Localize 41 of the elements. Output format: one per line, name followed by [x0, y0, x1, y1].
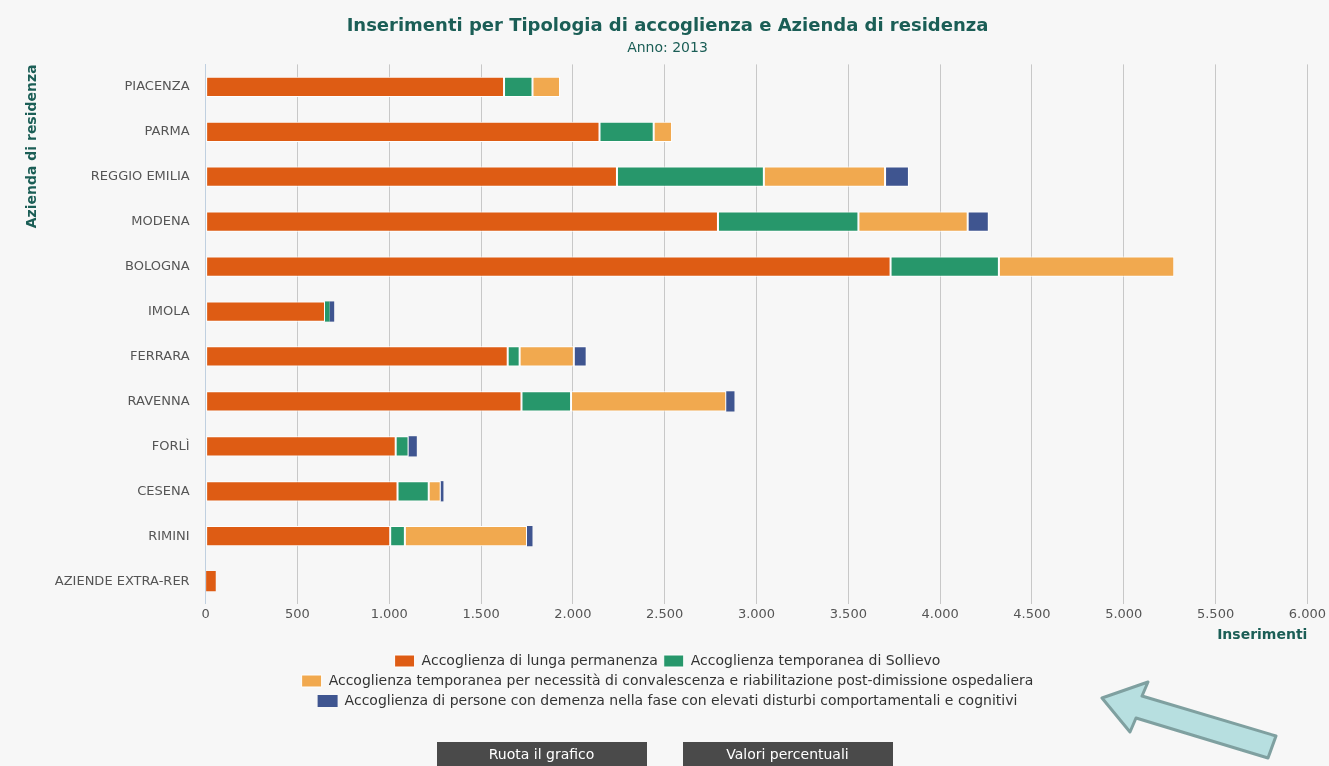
bar — [526, 526, 533, 547]
x-tick-label: 500 — [285, 605, 310, 621]
legend-label: Accoglienza temporanea per necessità di convalescenza e riabilitazione post-dimissione ospedaliera — [328, 671, 1034, 688]
text: Ruota il grafico — [436, 742, 647, 766]
legend-label: Accoglienza di persone con demenza nella fase con elevati disturbi comportamentali e cognitivi — [344, 691, 1018, 708]
x-tick-label: 4.500 — [1013, 605, 1051, 621]
text: Valori percentuali — [682, 742, 893, 766]
x-axis-title: Inserimenti — [1217, 626, 1308, 643]
y-tick-label: RIMINI — [148, 527, 190, 543]
x-tick-label: 1.500 — [462, 605, 500, 621]
chart-subtitle: Anno: 2013 — [627, 38, 708, 55]
x-tick-label: 2.500 — [646, 605, 684, 621]
x-tick-label: 0 — [201, 605, 210, 621]
x-tick-label: 5.500 — [1196, 605, 1235, 621]
y-tick-label: PIACENZA — [124, 78, 190, 94]
bar — [329, 301, 335, 322]
y-tick-label: PARMA — [144, 123, 190, 139]
y-tick-label: FORLÌ — [151, 437, 190, 453]
x-tick-label: 2.000 — [554, 605, 592, 621]
y-tick-label: AZIENDE EXTRA-RER — [54, 572, 190, 588]
x-tick-label: 1.000 — [370, 605, 408, 621]
bar — [325, 301, 330, 322]
y-tick-label: MODENA — [131, 213, 190, 229]
y-tick-label: CESENA — [137, 482, 190, 498]
chart-title: Inserimenti per Tipologia di accoglienza e Azienda di residenza — [346, 14, 989, 36]
bar — [206, 571, 216, 592]
y-tick-label: IMOLA — [147, 302, 190, 318]
legend-label: Accoglienza temporanea di Sollievo — [690, 651, 941, 668]
x-tick-label: 5.000 — [1105, 605, 1143, 621]
y-tick-label: RAVENNA — [127, 392, 190, 408]
y-tick-label: FERRARA — [130, 347, 190, 363]
bar — [726, 391, 735, 412]
x-tick-label: 6.000 — [1288, 605, 1326, 621]
y-tick-label: REGGIO EMILIA — [90, 168, 190, 184]
bar — [408, 436, 417, 457]
y-axis-title: Azienda di residenza — [23, 64, 40, 229]
x-tick-label: 4.000 — [921, 605, 959, 621]
legend-label: Accoglienza di lunga permanenza — [421, 651, 658, 668]
y-tick-label: BOLOGNA — [125, 257, 190, 273]
x-tick-label: 3.500 — [829, 605, 867, 621]
x-tick-label: 3.000 — [737, 605, 776, 621]
